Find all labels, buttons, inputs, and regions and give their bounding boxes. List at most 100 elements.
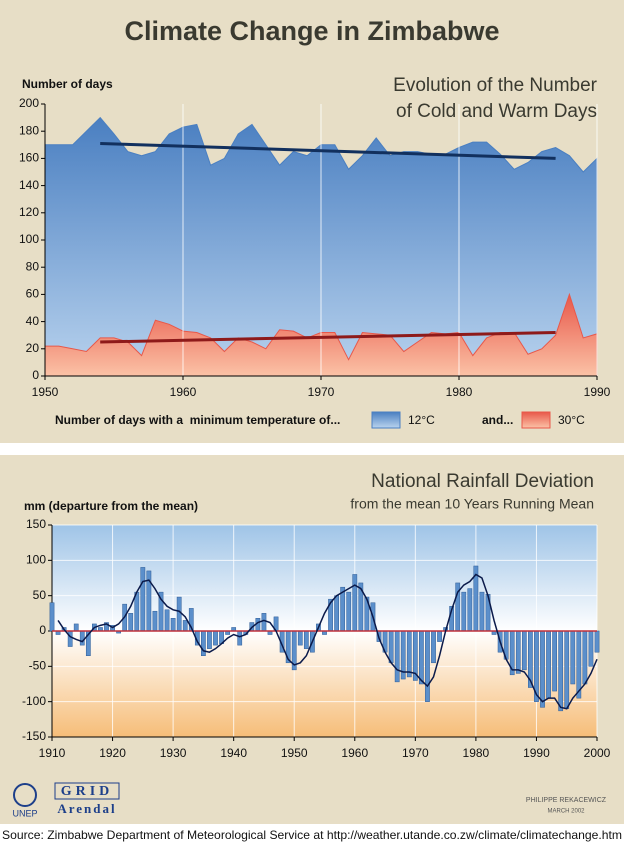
bar <box>297 630 303 646</box>
bar <box>201 630 206 656</box>
bar <box>170 618 176 632</box>
legend-swatch <box>521 411 551 429</box>
x-tick-label: 1980 <box>446 385 473 399</box>
legend-label: 30°C <box>558 413 585 427</box>
chart-title: National Rainfall Deviation <box>371 471 594 492</box>
bar <box>546 630 551 699</box>
bar <box>552 630 557 692</box>
y-tick-label: 0 <box>32 368 39 382</box>
bar <box>346 591 352 632</box>
bar <box>515 630 521 674</box>
bar <box>461 591 467 632</box>
y-tick-label: 60 <box>26 287 40 301</box>
bar <box>467 588 473 632</box>
bar <box>558 630 564 712</box>
bar <box>352 574 358 632</box>
separator <box>0 443 624 455</box>
bar <box>419 630 424 685</box>
bar <box>388 630 394 664</box>
bar <box>213 630 218 646</box>
x-tick-label: 1940 <box>220 746 247 760</box>
bar <box>437 630 442 642</box>
bar <box>431 630 436 664</box>
bar <box>406 630 412 678</box>
bar <box>588 630 594 667</box>
y-tick-label: 20 <box>26 341 40 355</box>
y-tick-label: 140 <box>19 178 39 192</box>
y-tick-label: -150 <box>22 729 46 743</box>
bar <box>134 591 140 632</box>
chart-subtitle: from the mean 10 Years Running Mean <box>350 496 594 512</box>
bar <box>582 630 588 685</box>
bar <box>79 630 85 646</box>
bar <box>152 610 158 632</box>
logo-frame <box>54 782 120 800</box>
logo-icon <box>13 783 37 807</box>
y-tick-label: 200 <box>19 96 39 110</box>
bar <box>521 630 527 671</box>
y-tick-label: 150 <box>26 517 46 531</box>
bar <box>564 630 570 709</box>
x-tick-label: 1990 <box>584 385 611 399</box>
bar <box>73 623 79 632</box>
bar <box>49 602 55 632</box>
bar <box>425 630 430 702</box>
x-tick-label: 1950 <box>281 746 308 760</box>
bar <box>140 567 146 632</box>
y-tick-label: 100 <box>26 553 46 567</box>
x-tick-label: 1960 <box>341 746 368 760</box>
page-title: Climate Change in Zimbabwe <box>124 16 499 46</box>
source: Source: Zimbabwe Department of Meteorolo… <box>2 828 622 842</box>
bar <box>540 630 545 708</box>
y-tick-label: 180 <box>19 123 39 137</box>
bar <box>576 630 582 699</box>
bar <box>207 630 212 649</box>
x-tick-label: 1950 <box>32 385 59 399</box>
y-axis-label: mm (departure from the mean) <box>24 499 198 513</box>
legend-text: and... <box>482 413 513 427</box>
credit: MARCH 2002 <box>547 809 585 815</box>
bar <box>479 591 485 632</box>
x-tick-label: 1980 <box>463 746 490 760</box>
bar <box>570 630 576 685</box>
bar <box>182 620 188 632</box>
y-tick-label: 40 <box>26 314 40 328</box>
x-tick-label: 1970 <box>402 746 429 760</box>
bar <box>176 596 182 632</box>
y-tick-label: 50 <box>33 588 47 602</box>
x-tick-label: 1960 <box>170 385 197 399</box>
chart-title: of Cold and Warm Days <box>396 101 597 122</box>
y-tick-label: 160 <box>19 151 39 165</box>
legend-label: 12°C <box>408 413 435 427</box>
bar <box>67 630 73 647</box>
bar <box>164 609 170 632</box>
credit: PHILIPPE REKACEWICZ <box>526 797 607 804</box>
x-tick-label: 1920 <box>99 746 126 760</box>
y-axis-label: Number of days <box>22 77 113 91</box>
chart-title: Evolution of the Number <box>393 75 598 96</box>
x-tick-label: 1910 <box>39 746 66 760</box>
trend-line <box>100 330 556 344</box>
y-tick-label: 80 <box>26 259 40 273</box>
y-tick-label: 120 <box>19 205 39 219</box>
source-band <box>0 824 624 845</box>
x-tick-label: 1930 <box>160 746 187 760</box>
logo: UNEP <box>12 808 37 818</box>
y-tick-label: -50 <box>29 659 47 673</box>
x-tick-label: 1990 <box>523 746 550 760</box>
bar <box>303 630 309 649</box>
y-tick-label: 0 <box>39 623 46 637</box>
y-tick-label: 100 <box>19 232 39 246</box>
bar <box>394 630 400 683</box>
y-tick-label: -100 <box>22 694 46 708</box>
logo: Arendal <box>57 801 116 816</box>
bar <box>128 613 134 632</box>
trend-line <box>100 141 556 160</box>
legend-swatch <box>371 411 401 429</box>
x-tick-label: 1970 <box>308 385 335 399</box>
bar <box>261 613 267 632</box>
bar <box>334 595 339 632</box>
legend-text: Number of days with a minimum temperatur… <box>55 413 340 427</box>
logo: GRID <box>61 784 114 799</box>
